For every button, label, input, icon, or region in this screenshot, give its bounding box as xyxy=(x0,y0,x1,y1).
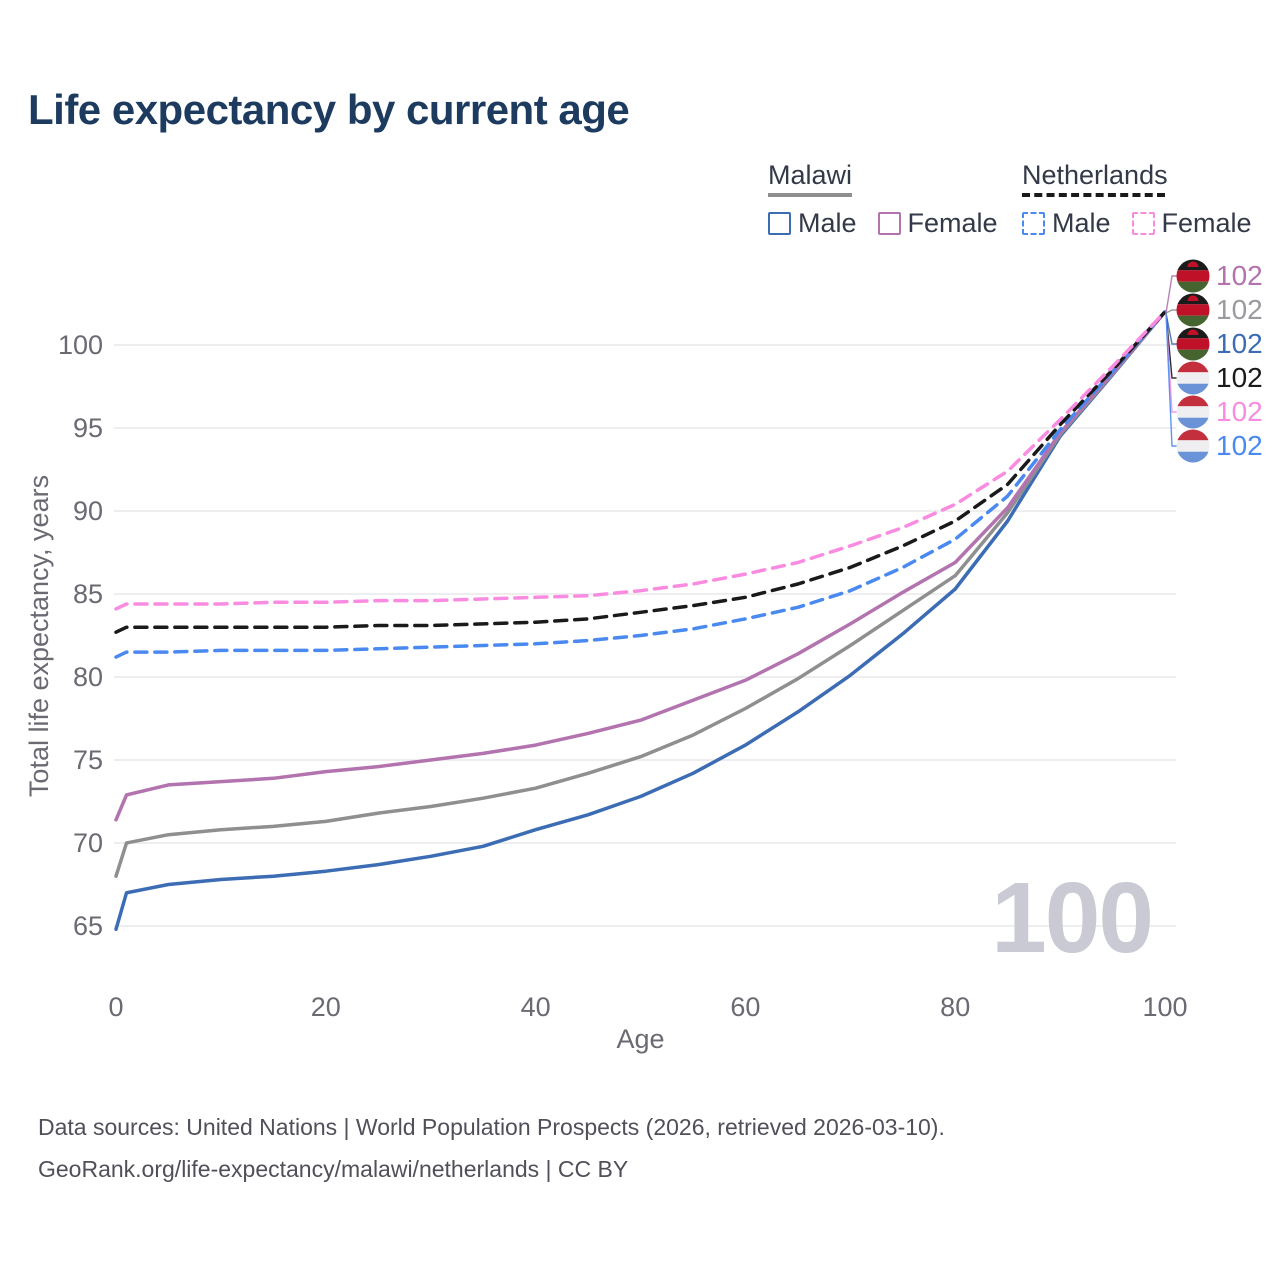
legend-item-netherlands-male-label: Male xyxy=(1052,208,1111,238)
x-tick-60: 60 xyxy=(730,992,760,1022)
malawi-flag-icon xyxy=(1176,327,1210,361)
malawi-flag-icon xyxy=(1176,293,1210,327)
legend-country-malawi[interactable]: Malawi xyxy=(768,160,852,197)
chart-title: Life expectancy by current age xyxy=(28,86,630,133)
legend-items-malawi: Male Female xyxy=(768,208,1019,239)
footer-attribution: GeoRank.org/life-expectancy/malawi/nethe… xyxy=(38,1156,629,1182)
legend-swatch-malawi-female-icon xyxy=(877,212,901,235)
netherlands-flag-icon xyxy=(1176,429,1210,463)
legend-item-malawi-male-label: Male xyxy=(798,208,857,238)
footer: Data sources: United Nations | World Pop… xyxy=(38,1106,945,1190)
legend-item-netherlands-male[interactable]: Male xyxy=(1022,208,1111,239)
legend-swatch-netherlands-female-icon xyxy=(1131,212,1155,235)
footer-sources: Data sources: United Nations | World Pop… xyxy=(38,1114,945,1140)
legend-swatch-malawi-male-icon xyxy=(768,212,791,235)
y-tick-95: 95 xyxy=(73,413,103,443)
y-tick-75: 75 xyxy=(73,745,103,775)
y-axis-title: Total life expectancy, years xyxy=(24,475,54,797)
end-label-connectors xyxy=(1165,275,1177,447)
end-label-malawi_both: 102 xyxy=(1176,293,1263,327)
end-label-netherlands_both: 102 xyxy=(1176,361,1263,395)
legend-swatch-netherlands-male-icon xyxy=(1022,212,1045,235)
series-line-netherlands_male[interactable] xyxy=(114,310,1167,659)
netherlands-flag-icon xyxy=(1176,361,1210,395)
legend-underline-netherlands xyxy=(1022,193,1165,197)
legend-items-netherlands: Male Female xyxy=(1022,208,1273,239)
end-label-value: 102 xyxy=(1216,396,1263,427)
series-line-malawi_female[interactable] xyxy=(114,310,1167,822)
y-tick-70: 70 xyxy=(73,828,103,858)
end-label-netherlands_male: 102 xyxy=(1176,429,1263,463)
leader-malawi_male xyxy=(1165,312,1177,345)
x-tick-80: 80 xyxy=(940,992,970,1022)
end-label-value: 102 xyxy=(1216,328,1263,359)
series-line-netherlands_both[interactable] xyxy=(114,310,1167,634)
y-tick-65: 65 xyxy=(73,911,103,941)
series-lines xyxy=(114,310,1167,932)
x-tick-20: 20 xyxy=(311,992,341,1022)
legend: Malawi Male Female Netherlands xyxy=(0,160,1280,240)
axis-labels: 65 70 75 80 85 90 95 100 0 20 40 60 80 100 Age Total li… xyxy=(24,330,1188,1054)
end-label-value: 102 xyxy=(1216,260,1263,291)
end-label-value: 102 xyxy=(1216,294,1263,325)
malawi-flag-icon xyxy=(1176,259,1210,293)
legend-country-malawi-label: Malawi xyxy=(768,160,853,190)
x-axis-title: Age xyxy=(616,1024,664,1054)
series-line-malawi_male[interactable] xyxy=(114,310,1167,932)
legend-underline-malawi xyxy=(768,193,852,197)
leader-malawi_female xyxy=(1165,275,1177,314)
leader-malawi_both xyxy=(1165,309,1177,314)
legend-item-malawi-male[interactable]: Male xyxy=(768,208,857,239)
end-label-value: 102 xyxy=(1216,362,1263,393)
x-tick-40: 40 xyxy=(521,992,551,1022)
gridlines xyxy=(114,344,1176,927)
legend-item-netherlands-female[interactable]: Female xyxy=(1131,208,1252,239)
legend-item-malawi-female-label: Female xyxy=(907,208,998,238)
series-line-netherlands_female[interactable] xyxy=(114,310,1167,611)
x-tick-0: 0 xyxy=(108,992,123,1022)
legend-group-malawi: Malawi Male Female xyxy=(768,160,1019,239)
legend-country-netherlands[interactable]: Netherlands xyxy=(1022,160,1168,197)
legend-item-malawi-female[interactable]: Female xyxy=(877,208,998,239)
y-tick-100: 100 xyxy=(58,330,103,360)
legend-group-netherlands: Netherlands Male Female xyxy=(1022,160,1273,239)
legend-country-netherlands-label: Netherlands xyxy=(1022,160,1168,190)
end-label-value: 102 xyxy=(1216,430,1263,461)
age-counter-watermark: 100 xyxy=(991,862,1152,974)
y-tick-80: 80 xyxy=(73,662,103,692)
y-tick-85: 85 xyxy=(73,579,103,609)
leader-netherlands_male xyxy=(1165,312,1177,447)
plot-area[interactable] xyxy=(114,255,1176,977)
y-tick-90: 90 xyxy=(73,496,103,526)
netherlands-flag-icon xyxy=(1176,395,1210,429)
x-tick-100: 100 xyxy=(1142,992,1187,1022)
series-line-malawi_both[interactable] xyxy=(114,310,1167,878)
end-label-malawi_female: 102 xyxy=(1176,259,1263,293)
end-label-netherlands_female: 102 xyxy=(1176,395,1263,429)
legend-item-netherlands-female-label: Female xyxy=(1161,208,1252,238)
end-label-malawi_male: 102 xyxy=(1176,327,1263,361)
